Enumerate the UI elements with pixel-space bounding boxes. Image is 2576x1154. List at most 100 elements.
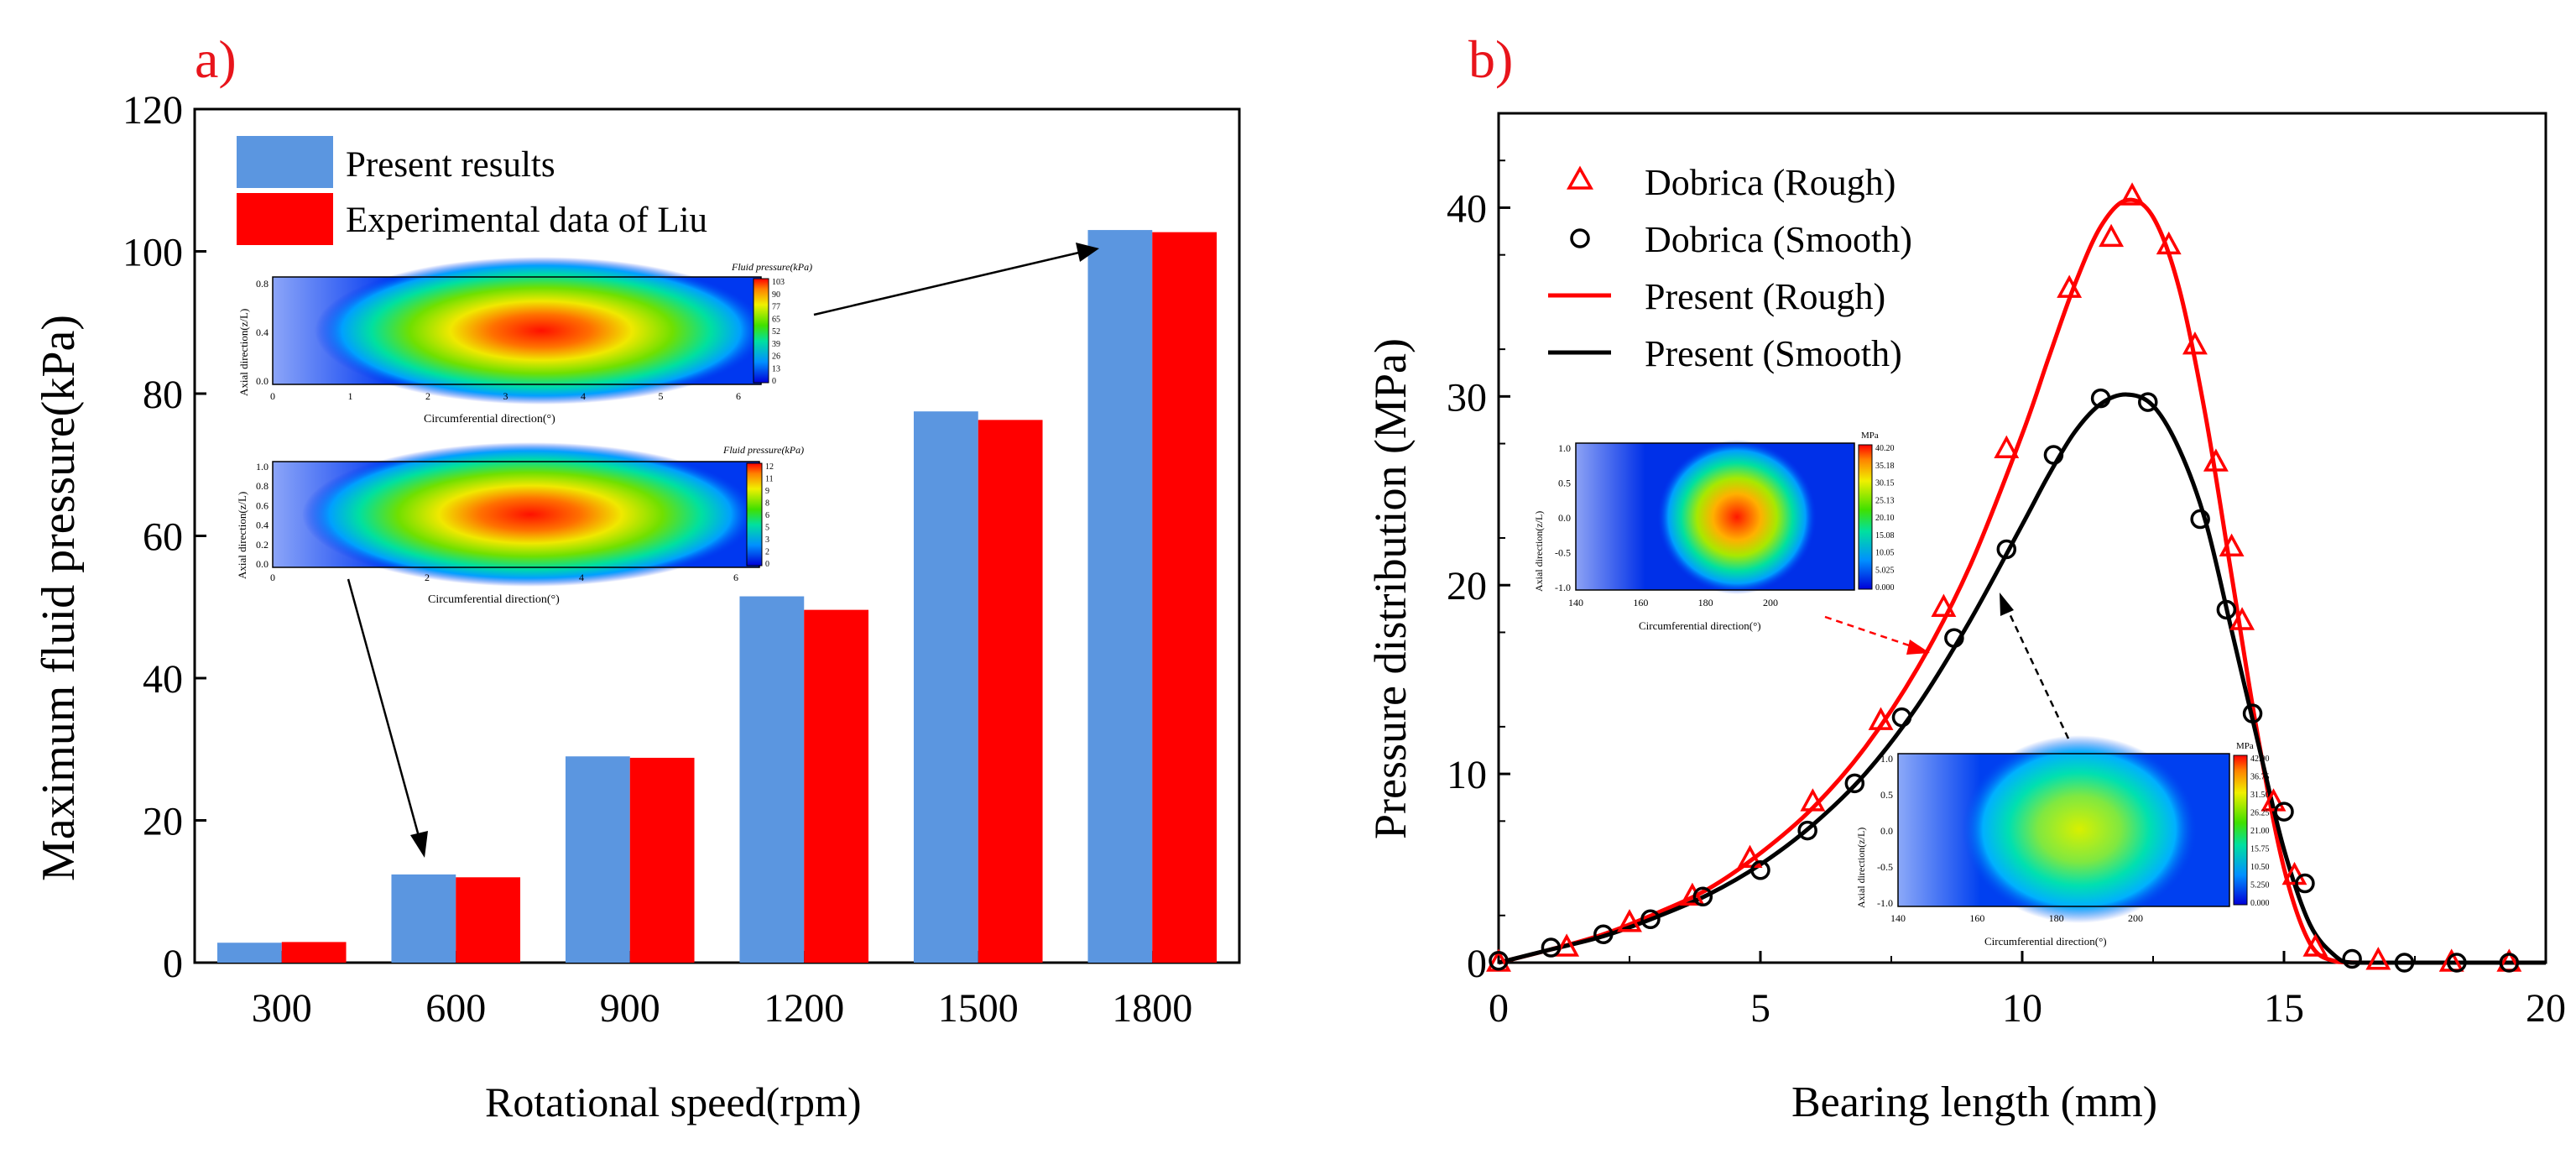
bar-experimental-600	[456, 877, 521, 963]
x-tick-label: 10	[2002, 986, 2042, 1031]
inset-y-ticks: 0.0 0.2 0.4 0.6 0.8 1.0	[256, 461, 269, 570]
x-tick-label: 300	[252, 986, 312, 1031]
marker-dobrica-rough	[1554, 933, 1580, 957]
colorbar-title: MPa	[1861, 431, 1879, 441]
colorbar-tick-label: 13	[772, 364, 780, 373]
inset-x-tick-label: 4	[579, 572, 584, 583]
legend-label-experimental-data: Experimental data of Liu	[346, 201, 707, 240]
marker-dobrica-smooth	[2274, 802, 2294, 822]
inset-x-tick-label: 2	[425, 390, 430, 402]
colorbar-tick-label: 26	[772, 352, 780, 362]
inset-y-tick-label: 0.5	[1558, 478, 1571, 489]
marker-dobrica-smooth	[2342, 948, 2362, 969]
legend-label-present-rough: Present (Rough)	[1645, 276, 1885, 317]
colorbar-tick-label: 10.05	[1875, 549, 1895, 558]
colorbar-ticks: 42.00 36.75 31.50 26.25 21.00 15.75 10.50 5.250…	[2250, 755, 2270, 908]
y-tick-label: 0	[1467, 942, 1487, 986]
marker-dobrica-rough	[2156, 231, 2182, 255]
inset-y-label: Axial direction(z/L)	[236, 492, 248, 579]
inset-y-tick-label: -0.5	[1555, 547, 1571, 559]
inset-x-tick-label: 140	[1568, 597, 1583, 608]
y-tick-label: 20	[143, 800, 183, 844]
bar-experimental-300	[281, 942, 347, 963]
colorbar-tick-label: 21.00	[2250, 827, 2270, 836]
panel-a-x-axis: 300 600 900 1200 1500 1800	[252, 951, 1192, 1031]
marker-dobrica-smooth	[2138, 392, 2158, 412]
panel-a-label: a)	[195, 29, 237, 89]
bar-present-results-600	[391, 874, 456, 963]
inset-y-tick-label: 0.0	[256, 558, 269, 570]
inset-y-tick-label: 0.4	[256, 326, 269, 338]
colorbar-tick-label: 40.20	[1875, 444, 1895, 453]
colorbar-tick-label: 5.250	[2250, 881, 2270, 890]
x-tick-label: 15	[2264, 986, 2304, 1031]
bar-present-results-1800	[1087, 230, 1153, 963]
marker-dobrica-smooth	[2499, 953, 2520, 973]
marker-dobrica-smooth	[1891, 707, 1912, 728]
inset-x-ticks: 140 160 180 200	[1568, 597, 1778, 608]
marker-dobrica-smooth	[2242, 703, 2263, 723]
colorbar-tick-label: 31.50	[2250, 791, 2270, 800]
marker-dobrica-smooth	[2447, 953, 2467, 973]
y-tick-label: 20	[1447, 564, 1487, 608]
panel-b-label: b)	[1468, 29, 1513, 89]
colorbar-tick-label: 5	[765, 524, 769, 533]
y-tick-label: 40	[143, 657, 183, 702]
panel-a-legend: Present results Experimental data of Liu	[237, 136, 707, 245]
inset-y-tick-label: 0.8	[256, 480, 269, 492]
arrow-to-rough-peak	[1824, 615, 1912, 648]
inset-y-tick-label: 0.0	[1880, 825, 1893, 837]
marker-dobrica-smooth	[1692, 886, 1713, 907]
panel-b-y-axis: 0 10 20 30 40	[1447, 159, 1510, 986]
marker-dobrica-rough	[1931, 593, 1957, 617]
panel-a-x-label: Rotational speed(rpm)	[485, 1078, 862, 1125]
y-tick-label: 60	[143, 515, 183, 560]
colorbar	[753, 278, 769, 384]
colorbar-tick-label: 12	[765, 462, 774, 472]
panel-a-y-label: Maximum fluid pressure(kPa)	[33, 315, 85, 881]
inset-y-tick-label: 0.0	[256, 375, 269, 387]
colorbar-title: MPa	[2236, 741, 2254, 751]
bar-experimental-1800	[1152, 232, 1218, 963]
legend-label-dobrica-rough: Dobrica (Rough)	[1645, 162, 1895, 203]
marker-dobrica-smooth	[1996, 539, 2017, 560]
colorbar-tick-label: 3	[765, 535, 769, 545]
inset-x-tick-label: 180	[2049, 912, 2064, 924]
panel-b-legend: Dobrica (Rough) Dobrica (Smooth) Present…	[1548, 162, 1912, 374]
colorbar-ticks: 40.20 35.18 30.15 25.13 20.10 15.08 10.05 5.025…	[1875, 444, 1895, 593]
inset-y-label: Axial direction(z/L)	[1855, 828, 1867, 908]
inset-x-tick-label: 1	[348, 390, 353, 402]
colorbar-title: Fluid pressure(kPa)	[722, 444, 804, 456]
marker-dobrica-smooth	[1797, 820, 1817, 841]
inset-y-ticks: 1.0 0.5 0.0 -0.5 -1.0	[1555, 442, 1571, 593]
inset-x-tick-label: 0	[270, 390, 275, 402]
marker-dobrica-rough	[2261, 788, 2287, 812]
colorbar-tick-label: 77	[772, 303, 780, 312]
inset-x-tick-label: 6	[733, 572, 738, 583]
bar-experimental-1200	[804, 609, 869, 963]
panel-b-inset-2: MPa 42.00 36.75 31.50 26.25 21.00 15.75 10.50 5…	[1855, 735, 2270, 948]
inset-y-tick-label: -0.5	[1877, 861, 1893, 873]
marker-dobrica-smooth	[1944, 628, 1964, 648]
x-tick-label: 0	[1489, 986, 1509, 1031]
inset-x-tick-label: 2	[425, 572, 430, 583]
bar-present-results-1500	[913, 411, 978, 963]
panel-b-x-axis: 0 5 10 15 20	[1489, 951, 2566, 1031]
colorbar-tick-label: 52	[772, 327, 780, 337]
legend-label-present-smooth: Present (Smooth)	[1645, 333, 1902, 374]
x-tick-label: 1200	[764, 986, 844, 1031]
colorbar-tick-label: 0	[772, 377, 776, 386]
marker-dobrica-rough	[2365, 947, 2391, 970]
colorbar-tick-label: 6	[765, 511, 769, 520]
marker-dobrica-rough	[2203, 448, 2229, 472]
panel-b-arrows	[1824, 593, 2070, 739]
panel-b-inset-1: MPa 40.20 35.18 30.15 25.13 20.10 15.08 10.05 5…	[1533, 431, 1895, 632]
inset-x-tick-label: 5	[659, 390, 664, 402]
y-tick-label: 100	[123, 231, 183, 275]
x-tick-label: 20	[2526, 986, 2566, 1031]
pressure-hotspot	[1657, 440, 1817, 594]
inset-x-tick-label: 180	[1698, 597, 1713, 608]
colorbar-ticks: 12 11 9 8 6 5 3 2 0	[765, 462, 774, 569]
